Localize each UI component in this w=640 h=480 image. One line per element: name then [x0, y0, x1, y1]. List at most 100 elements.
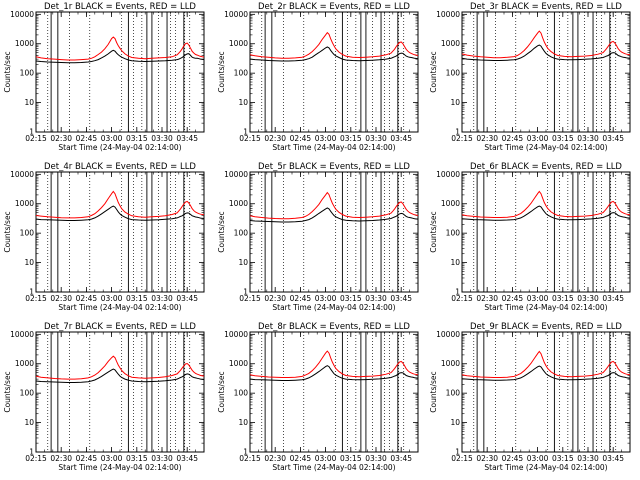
- panel-title: Det_3r BLACK = Events, RED = LLD: [470, 2, 622, 12]
- y-axis-label: Counts/sec: [217, 371, 226, 412]
- y-tick-label: 100: [20, 229, 35, 238]
- panel-6: Det_6r BLACK = Events, RED = LLD 1 10 100 10…: [429, 162, 631, 312]
- x-axis-label: Start Time (24-May-04 02:14:00): [272, 463, 395, 472]
- x-tick-label: 03:30: [151, 294, 173, 303]
- x-tick-label: 03:00: [315, 134, 337, 143]
- x-tick-label: 03:15: [552, 294, 574, 303]
- plot-frame: [249, 11, 419, 133]
- lld-series-line: [249, 350, 419, 378]
- lld-series-line: [35, 355, 205, 380]
- x-tick-label: 03:00: [101, 134, 123, 143]
- x-tick-label: 03:30: [365, 454, 387, 463]
- x-tick-label: 03:15: [552, 454, 574, 463]
- x-tick-label: 02:15: [239, 134, 261, 143]
- x-axis-label: Start Time (24-May-04 02:14:00): [484, 463, 607, 472]
- x-tick-label: 03:30: [365, 134, 387, 143]
- events-series-line: [461, 205, 631, 221]
- x-tick-label: 02:45: [76, 454, 98, 463]
- panel-title: Det_2r BLACK = Events, RED = LLD: [258, 2, 410, 12]
- x-tick-label: 03:45: [602, 454, 624, 463]
- panel-title: Det_8r BLACK = Events, RED = LLD: [258, 322, 410, 332]
- y-tick-label: 100: [234, 389, 249, 398]
- x-tick-label: 03:00: [527, 294, 549, 303]
- panel-title: Det_4r BLACK = Events, RED = LLD: [44, 162, 196, 172]
- panel-4: Det_4r BLACK = Events, RED = LLD 1 10 100 10…: [3, 162, 205, 312]
- y-tick-label: 1: [455, 288, 460, 297]
- panel-title: Det_7r BLACK = Events, RED = LLD: [44, 322, 196, 332]
- y-tick-label: 1: [29, 128, 34, 137]
- y-tick-label: 1: [455, 448, 460, 457]
- x-tick-label: 03:15: [126, 454, 148, 463]
- events-series-line: [249, 207, 419, 223]
- x-tick-label: 03:15: [552, 134, 574, 143]
- y-axis-label: Counts/sec: [3, 51, 12, 92]
- x-tick-label: 02:15: [451, 294, 473, 303]
- x-tick-label: 02:45: [290, 134, 312, 143]
- panel-3: Det_3r BLACK = Events, RED = LLD 1 10 100 10…: [429, 2, 631, 152]
- panel-title: Det_1r BLACK = Events, RED = LLD: [44, 2, 196, 12]
- y-tick-label: 100: [20, 69, 35, 78]
- x-tick-label: 03:45: [176, 454, 198, 463]
- x-tick-label: 02:30: [264, 134, 286, 143]
- x-tick-label: 03:45: [390, 134, 412, 143]
- x-tick-label: 02:30: [50, 454, 72, 463]
- lld-series-line: [461, 350, 631, 378]
- y-tick-label: 100: [446, 389, 461, 398]
- panel-5: Det_5r BLACK = Events, RED = LLD 1 10 100 10…: [217, 162, 419, 312]
- panel-title: Det_9r BLACK = Events, RED = LLD: [470, 322, 622, 332]
- x-tick-label: 02:30: [476, 134, 498, 143]
- y-tick-label: 10000: [10, 10, 34, 19]
- x-tick-label: 03:30: [577, 134, 599, 143]
- x-tick-label: 03:00: [315, 454, 337, 463]
- plot-frame: [35, 11, 205, 133]
- y-tick-label: 10000: [224, 10, 248, 19]
- plot-frame: [461, 331, 631, 453]
- x-tick-label: 03:45: [176, 134, 198, 143]
- x-tick-label: 02:45: [290, 454, 312, 463]
- y-axis-label: Counts/sec: [3, 211, 12, 252]
- panel-8: Det_8r BLACK = Events, RED = LLD 1 10 100 10…: [217, 322, 419, 472]
- x-tick-label: 02:45: [290, 294, 312, 303]
- y-axis-label: Counts/sec: [429, 371, 438, 412]
- x-axis-label: Start Time (24-May-04 02:14:00): [272, 303, 395, 312]
- x-tick-label: 03:00: [315, 294, 337, 303]
- y-tick-label: 1: [455, 128, 460, 137]
- x-tick-label: 03:30: [151, 454, 173, 463]
- y-tick-label: 10000: [436, 10, 460, 19]
- y-tick-label: 10: [238, 418, 248, 427]
- y-tick-label: 10000: [10, 330, 34, 339]
- x-tick-label: 03:30: [577, 454, 599, 463]
- x-tick-label: 03:00: [527, 134, 549, 143]
- x-tick-label: 02:45: [502, 134, 524, 143]
- x-tick-label: 03:45: [602, 294, 624, 303]
- lld-series-line: [249, 191, 419, 220]
- panel-7: Det_7r BLACK = Events, RED = LLD 1 10 100 10…: [3, 322, 205, 472]
- x-axis-label: Start Time (24-May-04 02:14:00): [484, 303, 607, 312]
- events-series-line: [461, 44, 631, 61]
- x-tick-label: 02:30: [264, 454, 286, 463]
- y-tick-label: 100: [234, 69, 249, 78]
- y-tick-label: 1000: [15, 39, 34, 48]
- x-tick-label: 02:45: [502, 294, 524, 303]
- events-series-line: [461, 365, 631, 381]
- x-axis-label: Start Time (24-May-04 02:14:00): [58, 463, 181, 472]
- y-tick-label: 10: [24, 98, 34, 107]
- x-tick-label: 02:30: [50, 294, 72, 303]
- y-tick-label: 10: [450, 98, 460, 107]
- x-axis-label: Start Time (24-May-04 02:14:00): [58, 303, 181, 312]
- y-tick-label: 100: [446, 229, 461, 238]
- x-tick-label: 02:30: [476, 294, 498, 303]
- x-tick-label: 02:15: [239, 454, 261, 463]
- x-tick-label: 02:30: [50, 134, 72, 143]
- y-tick-label: 1: [243, 448, 248, 457]
- x-tick-label: 02:15: [451, 454, 473, 463]
- x-tick-label: 02:45: [76, 134, 98, 143]
- x-tick-label: 03:15: [126, 134, 148, 143]
- panel-9: Det_9r BLACK = Events, RED = LLD 1 10 100 10…: [429, 322, 631, 472]
- y-tick-label: 10000: [10, 170, 34, 179]
- events-series-line: [249, 46, 419, 62]
- y-axis-label: Counts/sec: [3, 371, 12, 412]
- x-tick-label: 03:30: [577, 294, 599, 303]
- y-tick-label: 10: [238, 258, 248, 267]
